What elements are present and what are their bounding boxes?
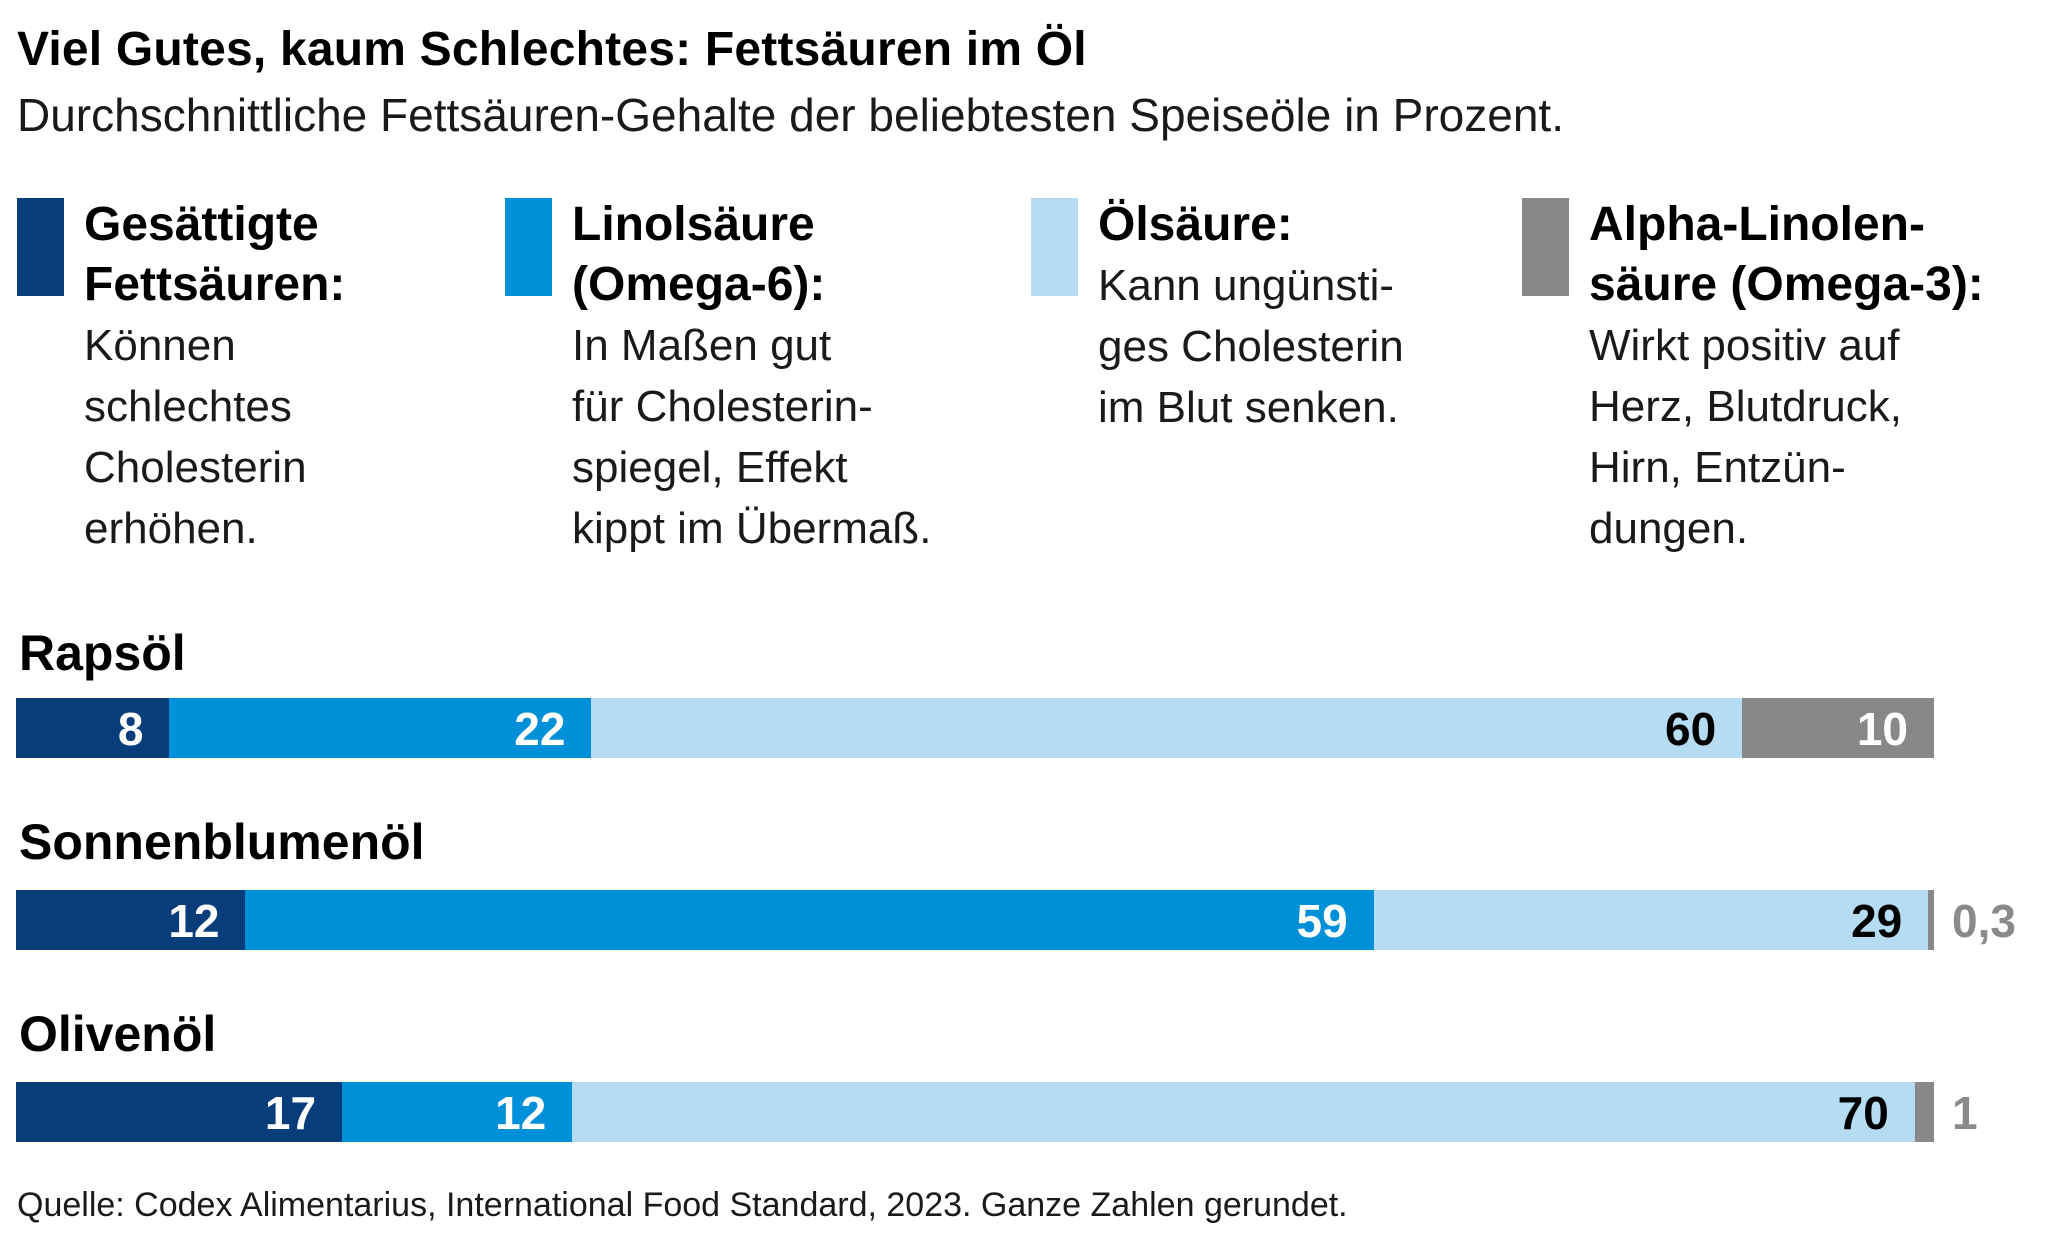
bar-segment-linoleic: [169, 698, 592, 758]
legend-description-line: Cholesterin: [84, 443, 307, 492]
legend-description-line: Können: [84, 321, 236, 370]
bar-segment-oleic: [1373, 890, 1929, 950]
data-label: 70: [1837, 1087, 1889, 1139]
legend-heading-line: Linolsäure: [572, 198, 815, 251]
legend-description-linoleic: In Maßen gut für Cholesterin- spiegel, E…: [572, 315, 931, 559]
chart-title: Viel Gutes, kaum Schlechtes: Fettsäuren …: [17, 23, 1087, 76]
data-label: 1: [1952, 1087, 1978, 1139]
legend-description-line: Wirkt positiv auf: [1589, 321, 1900, 370]
legend-heading-saturated: Gesättigte Fettsäuren:: [84, 195, 345, 315]
data-label: 12: [168, 895, 220, 947]
bar-segment-oleic: [572, 1082, 1915, 1142]
legend-heading-line: Gesättigte: [84, 198, 319, 251]
legend-swatch-linoleic: [505, 198, 552, 296]
legend-swatch-saturated: [17, 198, 64, 296]
legend-description-line: ges Cholesterin: [1098, 322, 1404, 371]
legend-description-line: im Blut senken.: [1098, 383, 1399, 432]
legend-heading-line: säure (Omega-3):: [1589, 258, 1984, 311]
bar-row: 12 59 29 0,3: [16, 890, 2016, 950]
bar-segment-alpha-linolenic: [1914, 1082, 1934, 1142]
data-label: 10: [1856, 703, 1908, 755]
legend-heading-line: Alpha-Linolen-: [1589, 198, 1925, 251]
legend-description-oleic: Kann ungünsti- ges Cholesterin im Blut s…: [1098, 255, 1404, 438]
bar-row: 17 12 70 1: [16, 1082, 1978, 1142]
bar-segment-linoleic: [342, 1082, 573, 1142]
legend-description-line: schlechtes: [84, 382, 292, 431]
legend-description-line: In Maßen gut: [572, 321, 832, 370]
data-label: 17: [264, 1087, 317, 1139]
bar-segment-saturated: [16, 1082, 343, 1142]
legend-description-saturated: Können schlechtes Cholesterin erhöhen.: [84, 315, 345, 559]
legend-heading-line: Ölsäure:: [1098, 198, 1293, 251]
data-label: 8: [117, 703, 144, 755]
category-label: Olivenöl: [19, 1006, 217, 1062]
data-label: 0,3: [1952, 895, 2016, 947]
bar-segment-alpha-linolenic: [1742, 698, 1934, 758]
data-label: 12: [495, 1087, 547, 1139]
data-label: 29: [1851, 895, 1903, 947]
chart-subtitle: Durchschnittliche Fettsäuren-Gehalte der…: [17, 89, 1564, 141]
legend-description-line: kippt im Übermaß.: [572, 504, 932, 553]
legend-description-line: Hirn, Entzün-: [1589, 443, 1846, 492]
bar-segment-saturated: [16, 698, 170, 758]
legend-heading-alpha-linolenic: Alpha-Linolen- säure (Omega-3):: [1589, 195, 1984, 315]
data-label: 22: [514, 703, 566, 755]
bar-segment-oleic: [591, 698, 1743, 758]
legend-description-line: spiegel, Effekt: [572, 443, 848, 492]
legend-heading-line: Fettsäuren:: [84, 258, 346, 311]
category-label: Sonnenblumenöl: [19, 814, 425, 870]
legend-heading-linoleic: Linolsäure (Omega-6):: [572, 195, 931, 315]
data-label: 59: [1296, 895, 1348, 947]
legend-description-alpha-linolenic: Wirkt positiv auf Herz, Blutdruck, Hirn,…: [1589, 315, 1984, 559]
category-label: Rapsöl: [19, 625, 186, 681]
legend-swatch-oleic: [1031, 198, 1078, 296]
legend-description-line: dungen.: [1589, 504, 1749, 553]
legend-description-line: Kann ungünsti-: [1098, 261, 1394, 310]
bar-segment-alpha-linolenic: [1928, 890, 1934, 950]
source-note: Quelle: Codex Alimentarius, Internationa…: [17, 1186, 1348, 1224]
legend-description-line: Herz, Blutdruck,: [1589, 382, 1902, 431]
data-label: 60: [1665, 703, 1717, 755]
bar-segment-saturated: [16, 890, 246, 950]
legend-heading-line: (Omega-6):: [572, 258, 826, 311]
bar-row: 8 22 60 10: [16, 698, 1934, 758]
legend-description-line: erhöhen.: [84, 504, 258, 553]
bar-segment-linoleic: [245, 890, 1374, 950]
legend-description-line: für Cholesterin-: [572, 382, 873, 431]
legend-heading-oleic: Ölsäure:: [1098, 195, 1404, 255]
legend-swatch-alpha-linolenic: [1522, 198, 1569, 296]
